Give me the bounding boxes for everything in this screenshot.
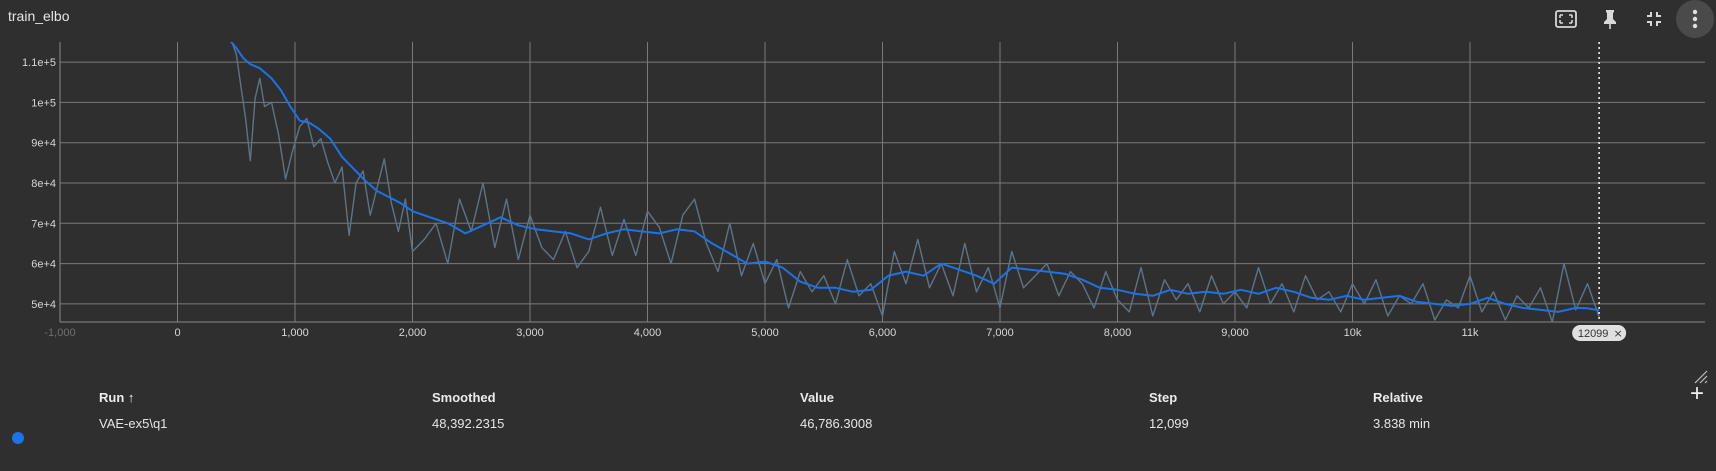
resize-handle-icon[interactable] [1692, 368, 1708, 384]
x-tick-label: 1,000 [281, 327, 309, 339]
cell-smoothed: 48,392.2315 [432, 416, 505, 431]
hover-marker[interactable]: 12099 × [1572, 42, 1627, 341]
chart-axes: -1,000 0 1,000 2,000 3,000 4,000 5,000 6,000 7,0… [22, 42, 1705, 339]
card-title: train_elbo [8, 8, 70, 24]
y-tick-label: 1e+5 [31, 97, 56, 109]
x-tick-label: 3,000 [516, 327, 544, 339]
y-tick-label: 8e+4 [31, 178, 56, 190]
y-tick-label: 5e+4 [31, 299, 56, 311]
x-tick-label: 0 [174, 327, 180, 339]
x-tick-label: 6,000 [869, 327, 897, 339]
hover-step-label: 12099 [1578, 328, 1609, 340]
x-tick-label: 4,000 [634, 327, 662, 339]
x-tick-label: 10k [1344, 327, 1362, 339]
line-chart[interactable]: -1,000 0 1,000 2,000 3,000 4,000 5,000 6,000 7,0… [0, 38, 1716, 380]
y-tick-label: 1.1e+5 [22, 57, 56, 69]
chart-series [229, 42, 1600, 322]
cell-value: 46,786.3008 [800, 416, 873, 431]
y-tick-label: 9e+4 [31, 138, 56, 150]
x-tick-label: 9,000 [1221, 327, 1249, 339]
x-tick-label: 5,000 [751, 327, 779, 339]
cell-run: VAE-ex5\q1 [99, 416, 168, 431]
cell-relative: 3.838 min [1373, 416, 1431, 431]
x-tick-label: 7,000 [986, 327, 1014, 339]
x-tick-label: 2,000 [399, 327, 427, 339]
x-tick-label: 8,000 [1104, 327, 1132, 339]
add-column-button[interactable]: + [1689, 380, 1704, 407]
header-value[interactable]: Value [800, 390, 834, 405]
fit-screen-icon[interactable] [1544, 0, 1588, 38]
cell-step: 12,099 [1149, 416, 1189, 431]
header-run[interactable]: Run ↑ [99, 390, 135, 405]
header-step[interactable]: Step [1149, 390, 1178, 405]
header-smoothed[interactable]: Smoothed [432, 390, 496, 405]
y-tick-label: 7e+4 [31, 218, 56, 230]
more-vert-icon[interactable] [1676, 0, 1714, 38]
smoothed-series-line [229, 42, 1600, 313]
close-icon[interactable]: × [1614, 327, 1623, 340]
x-tick-label: 11k [1462, 327, 1479, 339]
x-tick-label: -1,000 [44, 327, 75, 339]
raw-series-line [231, 42, 1600, 322]
collapse-icon[interactable] [1632, 0, 1676, 38]
run-color-dot [12, 432, 24, 444]
header-relative[interactable]: Relative [1373, 390, 1423, 405]
pin-icon[interactable] [1588, 0, 1632, 38]
y-tick-label: 6e+4 [31, 259, 56, 271]
card-toolbar [1544, 0, 1716, 38]
hover-step-badge[interactable] [1572, 325, 1627, 341]
